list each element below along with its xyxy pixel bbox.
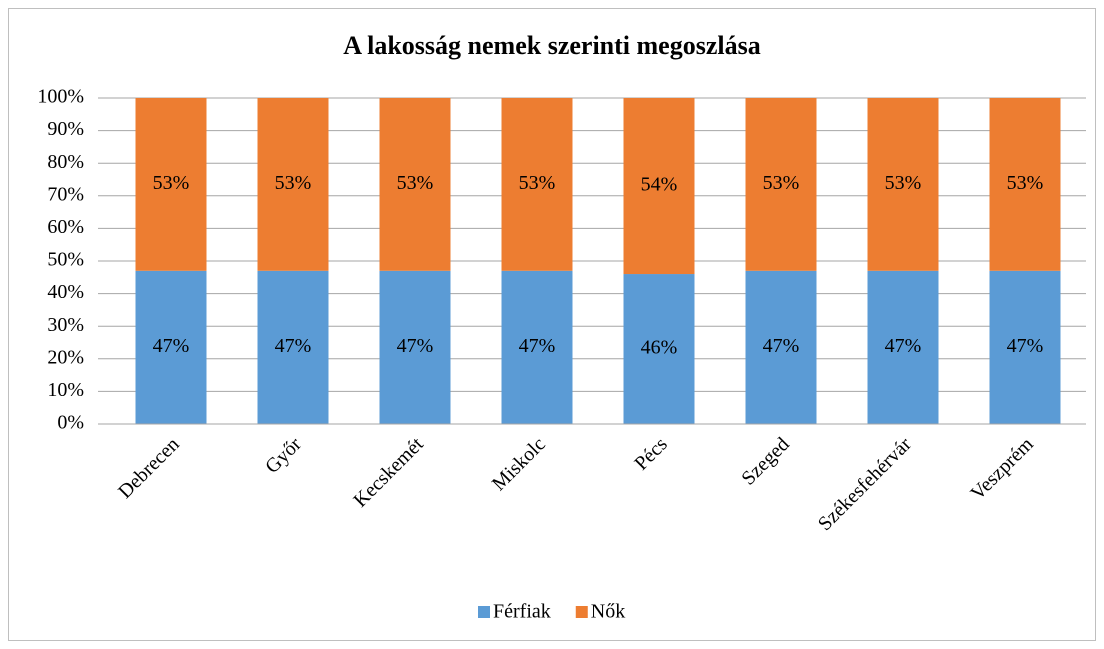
data-label: 47% — [153, 335, 190, 357]
bar-segment — [867, 98, 939, 271]
data-label: 53% — [519, 172, 556, 194]
data-label: 47% — [275, 335, 312, 357]
y-tick-label: 0% — [57, 412, 84, 434]
bar-segment — [379, 270, 451, 424]
y-tick-label: 80% — [47, 151, 84, 173]
bar-segment — [257, 98, 329, 271]
bar-segment — [501, 270, 573, 424]
chart-title: A lakosság nemek szerinti megoszlása — [343, 31, 760, 60]
legend-swatch — [478, 606, 490, 618]
data-label: 53% — [275, 172, 312, 194]
data-label: 53% — [885, 172, 922, 194]
y-tick-label: 20% — [47, 346, 84, 368]
bar-segment — [989, 98, 1061, 271]
y-tick-label: 10% — [47, 379, 84, 401]
legend-label: Férfiak — [493, 601, 551, 623]
bar-segment — [623, 274, 695, 424]
legend-label: Nők — [591, 601, 625, 623]
bar-segment — [135, 98, 207, 271]
data-label: 53% — [153, 172, 190, 194]
bar-segment — [135, 270, 207, 424]
bar-segment — [745, 270, 817, 424]
bar-segment — [623, 98, 695, 275]
data-label: 47% — [885, 335, 922, 357]
bar-segment — [989, 270, 1061, 424]
bar-segment — [379, 98, 451, 271]
data-label: 47% — [397, 335, 434, 357]
data-label: 54% — [641, 174, 678, 196]
y-tick-label: 90% — [47, 118, 84, 140]
data-label: 47% — [519, 335, 556, 357]
y-tick-label: 50% — [47, 249, 84, 271]
data-label: 47% — [1007, 335, 1044, 357]
bar-segment — [867, 270, 939, 424]
data-label: 53% — [397, 172, 434, 194]
bar-segment — [501, 98, 573, 271]
bar-segment — [745, 98, 817, 271]
data-label: 46% — [641, 337, 678, 359]
legend-swatch — [575, 606, 588, 618]
y-tick-label: 70% — [47, 183, 84, 205]
bar-segment — [257, 270, 329, 424]
data-label: 53% — [763, 172, 800, 194]
y-tick-label: 100% — [37, 86, 84, 108]
data-label: 53% — [1007, 172, 1044, 194]
y-tick-label: 30% — [47, 314, 84, 336]
y-tick-label: 60% — [47, 216, 84, 238]
data-label: 47% — [763, 335, 800, 357]
y-tick-label: 40% — [47, 281, 84, 303]
